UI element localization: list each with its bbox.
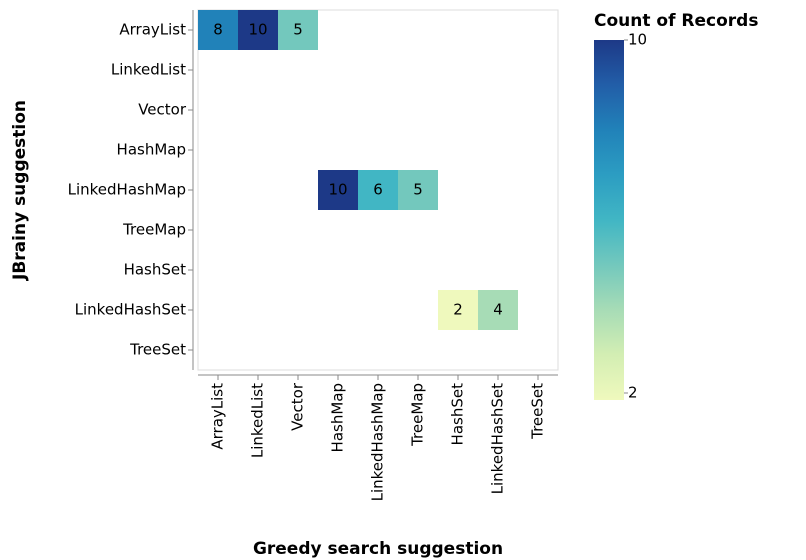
cell-label: 8 bbox=[213, 21, 223, 39]
cell-label: 4 bbox=[493, 301, 503, 319]
heatmap-cell bbox=[478, 290, 518, 330]
legend-tick-label: 10 bbox=[628, 31, 647, 49]
heatmap-cell bbox=[438, 290, 478, 330]
x-tick-label: LinkedList bbox=[249, 383, 267, 458]
cell-label: 5 bbox=[293, 21, 303, 39]
x-tick-label: TreeSet bbox=[529, 383, 547, 440]
cell-label: 5 bbox=[413, 181, 423, 199]
x-tick-label: LinkedHashSet bbox=[489, 383, 507, 494]
x-tick-label: ArrayList bbox=[209, 383, 227, 450]
cell-label: 10 bbox=[248, 21, 267, 39]
x-tick-label: HashMap bbox=[329, 383, 347, 452]
legend-tick-label: 2 bbox=[628, 384, 638, 402]
cell-label: 6 bbox=[373, 181, 383, 199]
heatmap-cell bbox=[278, 10, 318, 50]
cell-label: 10 bbox=[328, 181, 347, 199]
x-tick-label: TreeMap bbox=[409, 383, 427, 447]
y-tick-label: ArrayList bbox=[119, 21, 186, 39]
heatmap-cell bbox=[318, 170, 358, 210]
plot-frame bbox=[197, 9, 559, 371]
heatmap-cell bbox=[198, 10, 238, 50]
y-tick-label: LinkedHashMap bbox=[68, 181, 186, 199]
heatmap-cell bbox=[398, 170, 438, 210]
legend-title: Count of Records bbox=[594, 11, 758, 31]
x-tick-label: LinkedHashMap bbox=[369, 383, 387, 501]
y-tick-label: LinkedHashSet bbox=[75, 301, 186, 319]
x-tick-label: HashSet bbox=[449, 383, 467, 446]
y-tick-label: HashSet bbox=[124, 261, 187, 279]
heatmap-cell bbox=[238, 10, 278, 50]
cell-label: 2 bbox=[453, 301, 463, 319]
y-axis-title: JBrainy suggestion bbox=[10, 100, 30, 281]
y-tick-label: Vector bbox=[138, 101, 187, 119]
y-tick-label: HashMap bbox=[117, 141, 186, 159]
x-tick-label: Vector bbox=[289, 382, 307, 431]
heatmap-cell bbox=[358, 170, 398, 210]
x-axis-title: Greedy search suggestion bbox=[253, 539, 503, 559]
legend-gradient bbox=[594, 40, 624, 400]
y-tick-label: TreeMap bbox=[122, 221, 186, 239]
y-tick-label: TreeSet bbox=[129, 341, 186, 359]
y-tick-label: LinkedList bbox=[111, 61, 186, 79]
